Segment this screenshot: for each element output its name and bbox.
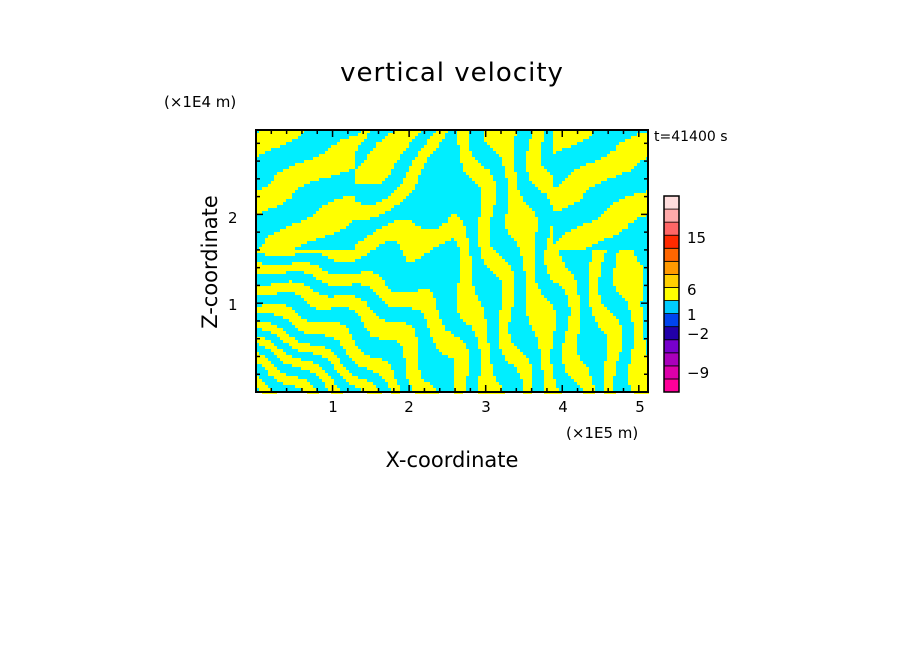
- colorbar-tick-label: −2: [687, 325, 710, 343]
- colorbar-level: [663, 313, 680, 328]
- x-axis-unit: (×1E5 m): [566, 424, 639, 442]
- colorbar-level: [663, 365, 680, 380]
- colorbar-level: [663, 247, 680, 262]
- y-tick-label: 1: [228, 296, 238, 314]
- colorbar-level: [663, 273, 680, 288]
- colorbar-level: [663, 195, 680, 210]
- colorbar-level: [663, 378, 680, 393]
- colorbar-frame: [663, 195, 680, 393]
- colorbar-level: [663, 352, 680, 367]
- colorbar-tick-label: 15: [687, 229, 707, 247]
- axis-ticks: [256, 130, 648, 392]
- colorbar-level: [663, 326, 680, 341]
- colorbar-level: [663, 300, 680, 314]
- colorbar-level: [663, 221, 680, 236]
- velocity-field: [256, 130, 649, 394]
- colorbar-level: [663, 208, 680, 223]
- time-annotation: t=41400 s: [654, 129, 728, 145]
- y-tick-label: 2: [228, 209, 238, 227]
- colorbar-tick-label: 6: [687, 281, 697, 299]
- y-axis-unit: (×1E4 m): [164, 93, 237, 111]
- colorbar-level: [663, 234, 680, 249]
- x-axis-label: X-coordinate: [385, 448, 519, 472]
- colorbar-tick-label: −9: [687, 364, 710, 382]
- colorbar: [663, 195, 680, 393]
- colorbar-tick-label: 1: [687, 306, 697, 324]
- x-tick-label: 5: [635, 398, 645, 416]
- colorbar-level: [663, 260, 680, 275]
- x-tick-label: 3: [481, 398, 491, 416]
- chart-title: vertical velocity: [340, 58, 564, 88]
- x-tick-label: 2: [404, 398, 414, 416]
- colorbar-level: [663, 287, 680, 301]
- positive-velocity-region: [256, 130, 649, 394]
- x-tick-label: 4: [558, 398, 568, 416]
- x-tick-label: 1: [328, 398, 338, 416]
- colorbar-level: [663, 339, 680, 354]
- plot-frame: [255, 129, 649, 393]
